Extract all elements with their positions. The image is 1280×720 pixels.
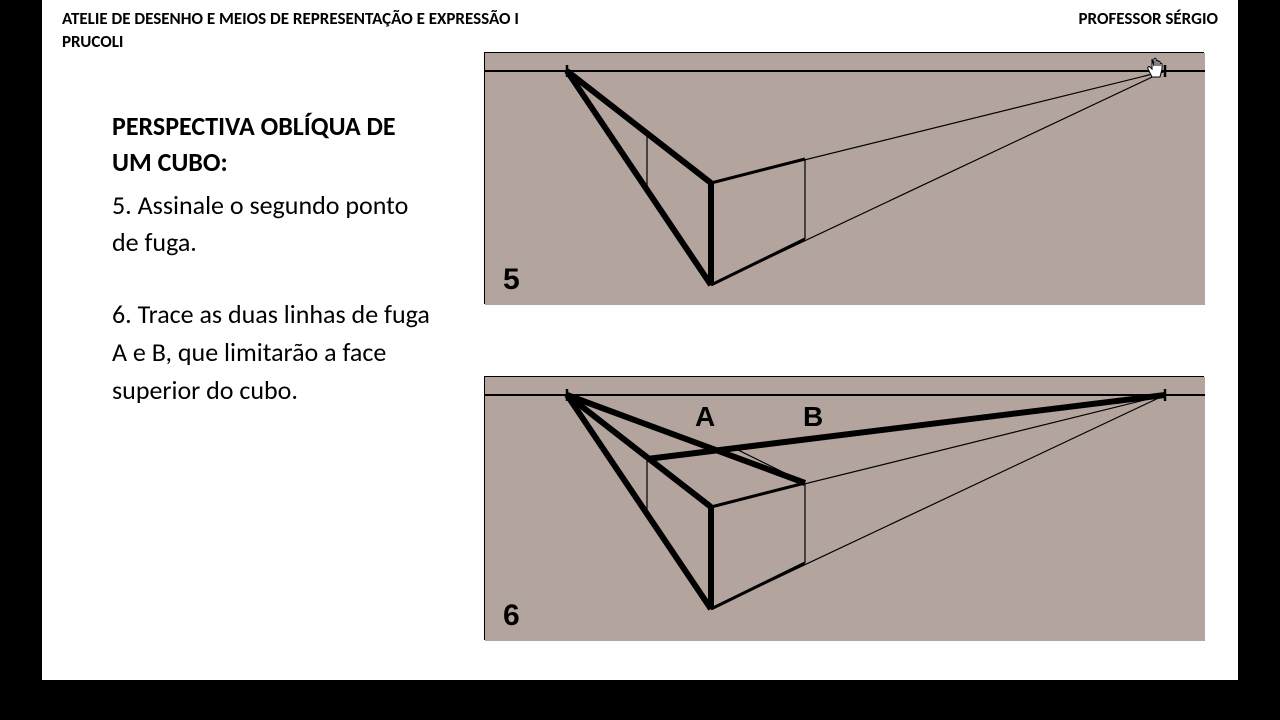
diagram-step-number: 6 xyxy=(503,599,520,633)
perspective-diagram-5: 5 xyxy=(484,52,1204,304)
diagram-label: A xyxy=(695,401,715,433)
step-6-text: 6. Trace as duas linhas de fuga A e B, q… xyxy=(112,296,432,409)
perspective-diagram-6: 6 A B xyxy=(484,376,1204,640)
header-right: PROFESSOR SÉRGIO xyxy=(1079,8,1219,29)
step-5-text: 5. Assinale o segundo ponto de fuga. xyxy=(112,187,432,262)
course-title: ATELIE DE DESENHO E MEIOS DE REPRESENTAÇ… xyxy=(62,8,519,29)
section-title: PERSPECTIVA OBLÍQUA DE UM CUBO: xyxy=(112,108,432,181)
course-title-line2: PRUCOLI xyxy=(62,31,123,52)
slide: ATELIE DE DESENHO E MEIOS DE REPRESENTAÇ… xyxy=(42,0,1238,680)
text-column: PERSPECTIVA OBLÍQUA DE UM CUBO: 5. Assin… xyxy=(112,108,432,443)
header-left: ATELIE DE DESENHO E MEIOS DE REPRESENTAÇ… xyxy=(62,8,519,54)
diagram-label: B xyxy=(803,401,823,433)
diagram-step-number: 5 xyxy=(503,263,520,297)
